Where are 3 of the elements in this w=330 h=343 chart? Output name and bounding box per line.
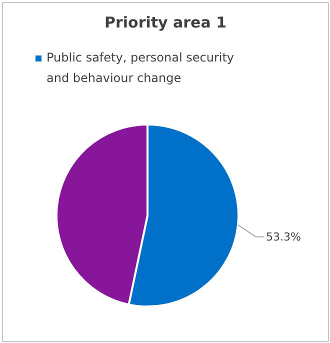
data-label: 53.3% [266, 230, 301, 244]
legend-label: Public safety, personal security and behaviour change [46, 50, 234, 85]
chart-title: Priority area 1 [104, 14, 227, 32]
